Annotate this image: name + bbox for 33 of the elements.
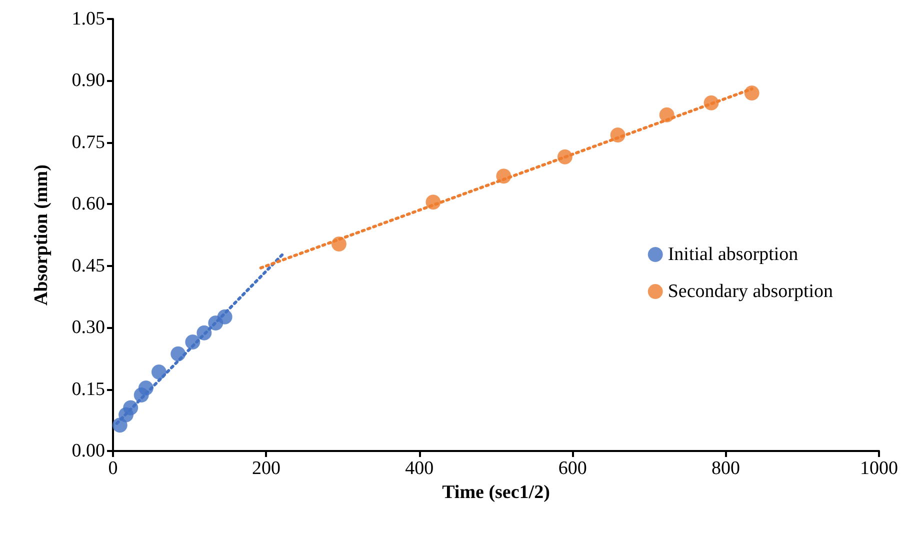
point (704, 95, 719, 110)
legend-label: Initial absorption (668, 244, 799, 265)
point (659, 107, 674, 122)
point (123, 400, 138, 416)
x-tick-label: 800 (712, 458, 740, 479)
y-tick-label: 0.15 (72, 378, 105, 400)
y-tick-label: 0.90 (72, 70, 105, 92)
point (170, 346, 186, 362)
point (138, 380, 154, 396)
legend-label: Secondary absorption (668, 281, 834, 302)
point (196, 325, 212, 340)
y-tick-label: 0.30 (72, 317, 105, 338)
point (331, 236, 346, 252)
y-tick-label: 0.00 (72, 440, 105, 462)
y-tick-label: 0.60 (72, 194, 105, 215)
point (185, 334, 200, 350)
x-tick-label: 0 (108, 458, 118, 479)
y-tick-label: 0.45 (72, 255, 105, 276)
point (744, 86, 760, 101)
point (426, 194, 441, 210)
y-axis-title: Absorption (mm) (31, 164, 52, 306)
x-tick-label: 400 (405, 458, 434, 479)
point (610, 128, 626, 143)
y-tick-label: 1.05 (72, 8, 105, 30)
x-tick-label: 1000 (860, 458, 898, 479)
x-tick-label: 600 (558, 458, 587, 479)
x-tick-label: 200 (252, 458, 280, 479)
point (557, 149, 572, 164)
point (217, 309, 232, 324)
y-tick-label: 0.75 (72, 132, 105, 153)
x-axis-title: Time (sec1/2) (442, 482, 550, 503)
point (151, 364, 166, 380)
point (496, 168, 512, 184)
